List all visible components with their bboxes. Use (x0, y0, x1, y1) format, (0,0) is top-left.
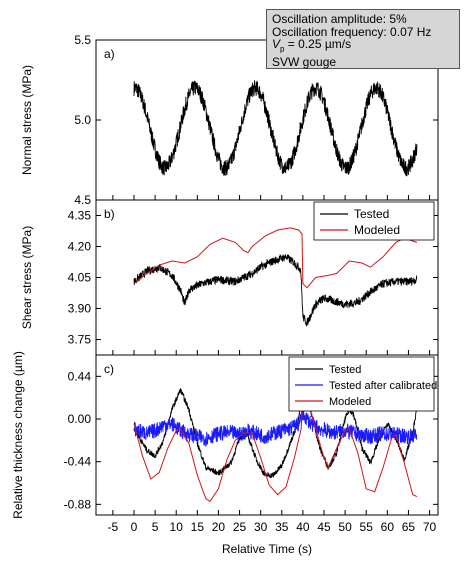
y-tick-label: 0.44 (68, 369, 92, 383)
panel-label: b) (104, 207, 115, 221)
x-axis-label: Relative Time (s) (222, 542, 312, 556)
panel-3: -0.88 -0.44 0.00 0.44 c) Relative thickness c… (11, 351, 439, 556)
y-tick-label: 3.90 (68, 302, 92, 316)
info-velocity: Vp = 0.25 µm/s (272, 38, 454, 56)
legend-label: Tested (354, 207, 389, 221)
y-tick-label: 3.75 (68, 333, 92, 347)
x-tick-label: 35 (275, 520, 289, 534)
y-tick-label: 5.5 (74, 33, 91, 47)
series-line-modeled (133, 393, 418, 503)
legend-label: Modeled (329, 396, 371, 408)
legend-label: Modeled (354, 223, 400, 237)
y-tick-label: 4.5 (74, 193, 91, 207)
series-line-tested (133, 387, 418, 479)
y-tick-label: -0.44 (64, 455, 92, 469)
x-tick-label: -5 (108, 520, 119, 534)
y-axis-label: Relative thickness change (µm) (11, 351, 25, 519)
x-tick-label: 70 (423, 520, 437, 534)
x-tick-label: 25 (233, 520, 247, 534)
y-tick-label: 5.0 (74, 113, 91, 127)
x-tick-label: 45 (317, 520, 331, 534)
legend-box (313, 201, 435, 241)
y-tick-label: 0.00 (68, 412, 92, 426)
legend-box (288, 356, 435, 412)
legend-label: Tested (329, 364, 361, 376)
legend-label: Tested after calibrated (329, 380, 437, 392)
legend: Tested Modeled (313, 201, 435, 241)
x-tick-label: 55 (360, 520, 374, 534)
x-tick-label: 15 (191, 520, 205, 534)
x-tick-label: 0 (131, 520, 138, 534)
panel-label: c) (104, 362, 114, 376)
info-material: SVW gouge (272, 54, 337, 69)
y-tick-label: 4.35 (68, 209, 92, 223)
x-tick-label: 30 (254, 520, 268, 534)
info-velocity-symbol: V (272, 37, 281, 51)
info-velocity-subscript: p (280, 44, 285, 54)
panel-2: 3.75 3.90 4.05 4.20 4.35 b) Shear stress (MPa)… (20, 199, 439, 356)
series-line-tested (133, 253, 418, 328)
x-tick-label: 20 (212, 520, 226, 534)
y-tick-label: -0.88 (64, 497, 92, 511)
legend: Tested Tested after calibrated Modeled (288, 356, 437, 412)
x-tick-label: 50 (338, 520, 352, 534)
x-tick-label: 5 (152, 520, 159, 534)
x-tick-label: 60 (381, 520, 395, 534)
x-tick-label: 40 (296, 520, 310, 534)
y-axis-label: Shear stress (MPa) (20, 226, 34, 329)
plot-frame (95, 354, 439, 516)
x-tick-label: 65 (402, 520, 416, 534)
y-tick-label: 4.20 (68, 240, 92, 254)
series-line-tested-after-calibrated (133, 406, 418, 448)
info-amplitude: Oscillation amplitude: 5% (272, 12, 407, 26)
series-line-modeled (133, 227, 418, 289)
panel-label: a) (104, 47, 115, 61)
y-tick-label: 4.05 (68, 271, 92, 285)
series-line-tested (133, 80, 418, 177)
x-tick-label: 10 (170, 520, 184, 534)
info-box: Oscillation amplitude: 5% Oscillation fr… (266, 9, 460, 69)
y-axis-label: Normal stress (MPa) (20, 65, 34, 175)
info-velocity-value: = 0.25 µm/s (284, 37, 352, 51)
info-frequency: Oscillation frequency: 0.07 Hz (272, 24, 432, 39)
